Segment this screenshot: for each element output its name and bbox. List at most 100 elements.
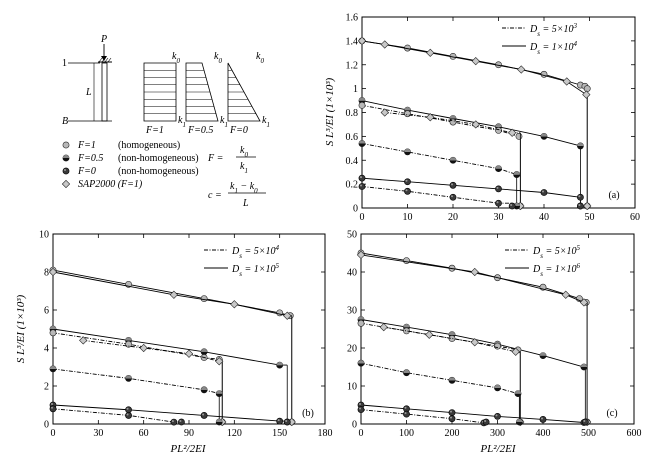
- series-3: [358, 101, 524, 210]
- column-body: [101, 62, 108, 122]
- profile-top-label: k0: [214, 51, 222, 65]
- x-tick-label: 100: [399, 428, 414, 439]
- legend-row: F=1 (homogeneous): [62, 140, 180, 151]
- formula-F: F = k0 k1: [207, 145, 256, 175]
- legend-key: F=0.5: [77, 153, 103, 164]
- data-point: [449, 193, 457, 201]
- data-point: [495, 199, 502, 207]
- data-point: [448, 415, 456, 423]
- y-tick-label: 0: [44, 420, 49, 431]
- data-point: [403, 327, 410, 335]
- profile-bottom-label: k1: [262, 115, 270, 129]
- series-line: [361, 100, 581, 147]
- data-point: [215, 418, 223, 426]
- x-axis-label: PL²/2EI: [479, 443, 516, 455]
- series-legend-entry: Ds = 1×105: [204, 262, 279, 278]
- y-tick-label: 1.2: [346, 60, 359, 71]
- data-point: [511, 347, 520, 356]
- formula-c-lhs: c =: [208, 190, 222, 201]
- data-point: [404, 148, 411, 156]
- x-tick-label: 500: [581, 428, 596, 439]
- data-point: [448, 335, 456, 342]
- data-point: [579, 298, 589, 307]
- data-point: [426, 113, 435, 122]
- data-point: [48, 267, 58, 277]
- legend-text: Ds = 5×105: [532, 244, 580, 260]
- y-tick-label: 0: [353, 204, 358, 215]
- y-tick-label: 0.2: [346, 180, 359, 191]
- y-tick-label: 30: [347, 306, 357, 317]
- data-point: [495, 127, 502, 134]
- series-7: [357, 406, 490, 427]
- data-point: [582, 90, 591, 99]
- y-tick-label: 0.4: [346, 156, 359, 167]
- data-point: [426, 48, 435, 57]
- series-line: [52, 404, 288, 422]
- y-tick-label: 10: [39, 230, 49, 241]
- y-tick-label: 10: [347, 382, 357, 393]
- data-point: [403, 410, 410, 418]
- x-tick-label: 200: [445, 428, 460, 439]
- data-point: [448, 409, 456, 416]
- data-point: [380, 108, 389, 117]
- data-point: [583, 85, 591, 93]
- series-line: [52, 368, 220, 395]
- series-legend-entry: Ds = 5×103: [502, 22, 577, 38]
- data-point: [449, 156, 457, 164]
- data-point: [404, 178, 411, 186]
- data-point: [470, 267, 479, 277]
- x-tick-label: 60: [139, 428, 149, 439]
- data-point: [513, 171, 521, 178]
- data-point: [170, 418, 178, 426]
- data-point: [508, 128, 517, 137]
- y-tick-label: 50: [347, 230, 357, 241]
- data-point: [358, 140, 366, 147]
- x-tick-label: 300: [490, 428, 505, 439]
- panel-label: (b): [302, 408, 314, 419]
- legend-row: SAP2000 (F=1): [61, 179, 143, 190]
- profile-top-label: k0: [172, 51, 180, 65]
- series-1: [356, 250, 592, 427]
- y-tick-label: 6: [44, 306, 49, 317]
- y-tick-label: 0.8: [346, 108, 359, 119]
- data-point: [200, 412, 208, 419]
- data-point: [200, 295, 208, 302]
- data-point: [514, 390, 522, 397]
- formula-c-denominator: L: [242, 198, 249, 209]
- x-axis-label: PL²/2EI: [169, 443, 206, 455]
- legend-text: Ds = 1×104: [529, 40, 577, 56]
- data-point: [494, 412, 501, 420]
- formula-c: c = k1 − k0 L: [208, 181, 266, 209]
- data-point: [276, 309, 284, 317]
- x-tick-label: 60: [630, 212, 640, 223]
- data-point: [357, 319, 365, 327]
- data-point: [470, 338, 479, 347]
- series-7: [49, 405, 185, 426]
- series-5: [357, 359, 523, 426]
- y-tick-label: 0: [352, 420, 357, 431]
- legend-marker-diamond: [61, 179, 71, 189]
- data-point: [495, 165, 502, 173]
- series-5: [358, 174, 584, 210]
- data-point: [580, 363, 588, 371]
- x-tick-label: 400: [536, 428, 551, 439]
- data-point: [539, 416, 547, 423]
- series-line: [52, 328, 288, 366]
- x-tick-label: 10: [403, 212, 413, 223]
- legend-row: F=0.5 (non-homogeneous): [62, 153, 199, 164]
- series-1: [357, 36, 592, 211]
- data-point: [495, 185, 502, 193]
- legend-marker-half: [62, 154, 70, 162]
- data-point: [215, 390, 223, 397]
- data-point: [79, 336, 88, 345]
- series-4: [380, 108, 525, 211]
- formula-F-numerator: k0: [240, 145, 248, 159]
- plot-frame: [52, 233, 326, 425]
- x-tick-label: 0: [51, 428, 56, 439]
- x-tick-label: 30: [494, 212, 504, 223]
- data-point: [482, 418, 490, 426]
- data-point: [230, 300, 239, 309]
- legend-desc: (non-homogeneous): [118, 153, 199, 164]
- data-point: [125, 340, 132, 348]
- data-point: [380, 40, 389, 49]
